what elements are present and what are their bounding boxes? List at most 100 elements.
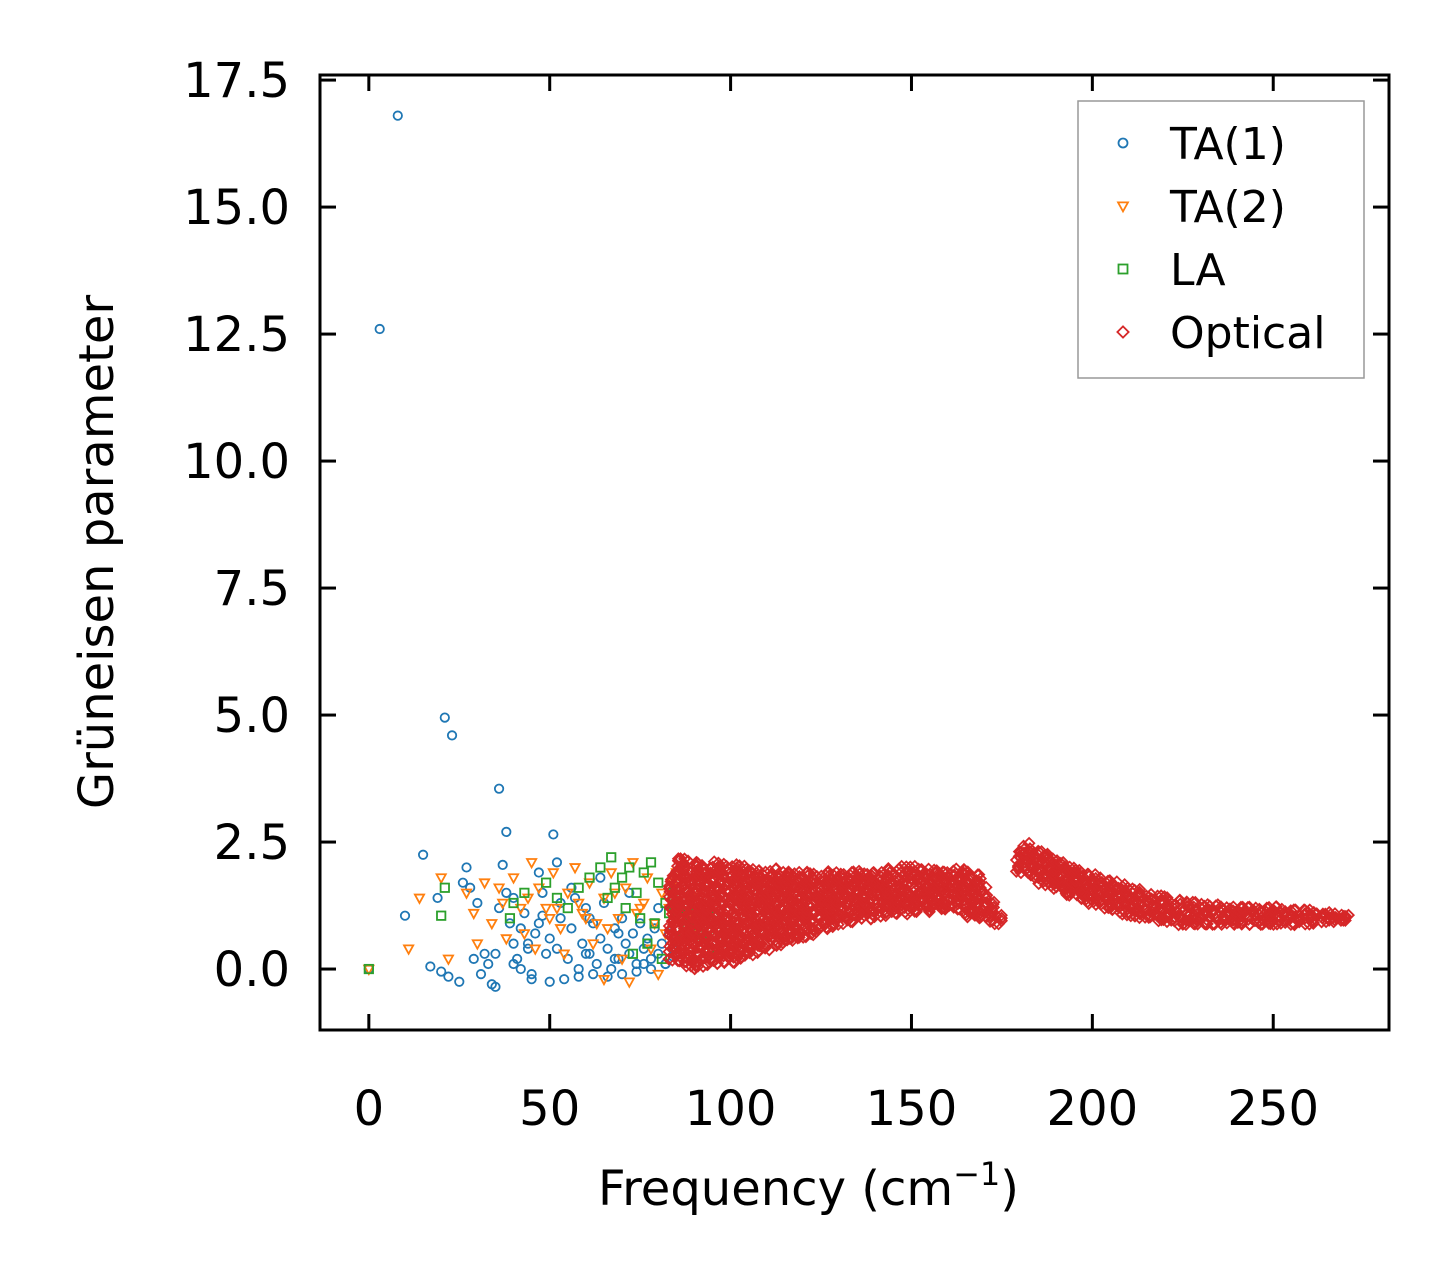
data-point <box>413 893 426 905</box>
data-point <box>493 783 505 794</box>
x-tick-label: 100 <box>685 1081 777 1137</box>
data-point <box>595 933 606 944</box>
y-tick-label: 5.0 <box>214 688 290 744</box>
optical-point <box>946 864 960 878</box>
data-point <box>613 928 624 939</box>
data-point <box>425 961 436 972</box>
data-point <box>551 943 563 954</box>
data-point <box>642 938 653 949</box>
data-point <box>551 892 563 904</box>
data-point <box>518 929 531 941</box>
data-point <box>457 877 468 888</box>
data-point <box>508 938 519 949</box>
data-point <box>649 918 660 929</box>
legend: TA(1) TA(2) LA Optical <box>1077 100 1365 379</box>
axes-ticks-layer <box>320 75 1389 1030</box>
optical-point <box>691 956 705 970</box>
optical-point <box>1132 887 1146 901</box>
data-point <box>436 966 447 977</box>
legend-marker <box>1116 325 1130 339</box>
optical-point <box>1133 885 1147 899</box>
data-point <box>590 919 603 931</box>
data-point <box>624 862 635 873</box>
data-point <box>561 888 574 900</box>
data-point <box>568 863 582 875</box>
optical-point <box>960 874 974 888</box>
data-point <box>439 882 450 893</box>
data-point <box>635 913 646 924</box>
data-point <box>602 943 613 954</box>
data-point <box>620 902 631 914</box>
optical-point <box>1138 910 1152 924</box>
optical-point <box>771 867 786 881</box>
optical-point <box>1032 845 1046 859</box>
optical-point <box>1249 901 1263 915</box>
data-point <box>627 948 639 959</box>
data-point <box>529 944 542 956</box>
data-point <box>544 976 555 987</box>
optical-point <box>971 868 985 882</box>
data-point <box>443 971 454 982</box>
optical-point <box>669 875 683 889</box>
data-point <box>572 898 585 910</box>
data-point <box>602 892 613 904</box>
optical-point <box>979 880 993 894</box>
data-point <box>508 958 519 970</box>
data-point <box>526 974 537 985</box>
x-tick-label: 250 <box>1227 1081 1319 1137</box>
data-point <box>555 913 566 924</box>
optical-point <box>989 909 1003 923</box>
optical-point <box>707 855 721 869</box>
optical-point <box>924 875 938 889</box>
data-point <box>612 913 625 926</box>
data-point <box>532 883 546 895</box>
data-point <box>591 958 602 970</box>
data-point <box>573 971 584 982</box>
optical-point <box>1226 913 1240 927</box>
y-tick-label: 2.5 <box>214 815 290 871</box>
optical-point <box>973 881 988 895</box>
optical-point <box>770 886 784 900</box>
optical-point <box>801 924 815 938</box>
data-point <box>504 913 516 924</box>
data-point <box>631 966 642 977</box>
optical-point <box>960 865 974 879</box>
data-point <box>497 859 508 871</box>
optical-point <box>879 897 894 911</box>
data-point <box>543 913 556 926</box>
data-point <box>439 712 450 723</box>
optical-point <box>721 861 735 875</box>
optical-point <box>858 889 872 903</box>
data-point <box>579 913 593 926</box>
data-point <box>601 924 614 936</box>
optical-point <box>750 874 764 889</box>
data-point <box>566 923 577 934</box>
data-point <box>627 928 639 939</box>
data-point <box>507 873 520 885</box>
data-point <box>508 897 519 909</box>
optical-point <box>1056 855 1070 869</box>
legend-label: TA(2) <box>1169 182 1286 233</box>
y-tick-label: 0.0 <box>214 942 290 998</box>
data-point <box>588 969 599 980</box>
data-point <box>620 938 631 949</box>
data-point <box>479 948 490 959</box>
data-point <box>392 110 403 121</box>
optical-point <box>1017 839 1031 853</box>
optical-point <box>980 888 994 902</box>
data-point <box>496 898 509 910</box>
optical-point <box>800 865 814 879</box>
data-point <box>652 969 665 982</box>
data-point <box>616 872 628 883</box>
optical-point <box>975 884 989 898</box>
data-point <box>645 963 657 975</box>
data-point <box>526 969 537 980</box>
data-point <box>584 948 595 959</box>
data-point <box>468 953 479 964</box>
optical-point <box>952 870 966 884</box>
data-point <box>501 887 512 898</box>
x-tick-label: 150 <box>866 1081 958 1137</box>
data-point <box>533 918 544 929</box>
x-tick-label: 50 <box>519 1081 580 1137</box>
optical-point <box>1133 882 1147 896</box>
